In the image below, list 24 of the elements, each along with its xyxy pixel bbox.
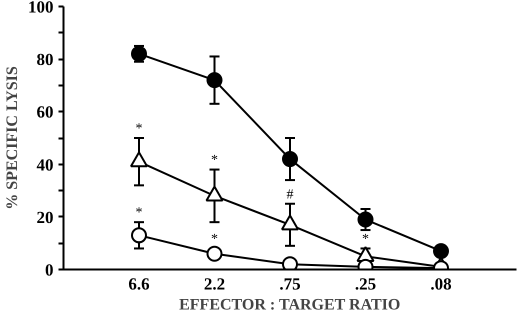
y-tick-label: 40 <box>36 155 54 174</box>
annotation: # <box>286 187 294 202</box>
point <box>282 256 298 270</box>
point <box>206 72 222 88</box>
y-tick-label: 100 <box>28 0 54 16</box>
x-tick-label: .08 <box>430 274 452 294</box>
point <box>281 214 299 230</box>
y-tick-label: 20 <box>36 208 54 227</box>
point <box>206 186 224 202</box>
annotation: * <box>211 153 218 168</box>
x-tick-label: .25 <box>354 274 376 294</box>
y-tick-label: 80 <box>36 50 54 70</box>
point <box>130 151 148 168</box>
x-tick-label: 2.2 <box>204 274 226 294</box>
annotation: * <box>362 232 369 247</box>
y-tick-label: 0 <box>45 260 54 280</box>
x-tick-label: .75 <box>279 274 301 294</box>
annotation: * <box>136 206 142 221</box>
annotation: * <box>136 122 142 136</box>
y-tick-label: 60 <box>36 102 54 122</box>
x-axis-title: EFFECTOR : TARGET RATIO <box>179 296 400 314</box>
y-axis-title: % SPECIFIC LYSIS <box>4 66 21 210</box>
x-tick-label: 6.6 <box>128 274 150 294</box>
annotation: * <box>211 232 218 247</box>
